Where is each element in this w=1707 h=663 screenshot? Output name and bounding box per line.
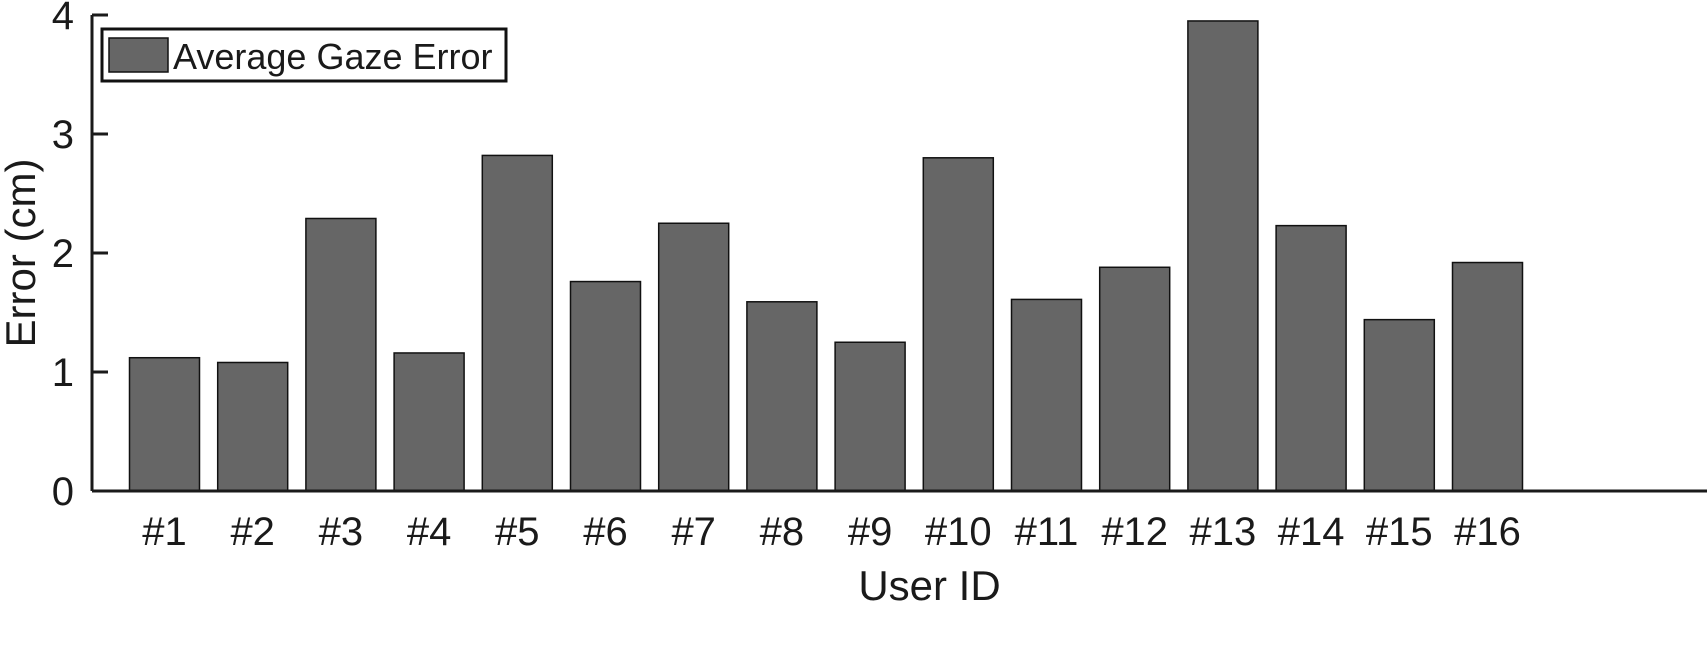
x-tick-label: #4: [407, 510, 452, 554]
bar-user-10: [922, 157, 995, 492]
legend: Average Gaze Error: [100, 27, 508, 83]
y-tick-label: 1: [52, 351, 74, 395]
bar-user-5: [481, 154, 554, 492]
bar-user-9: [834, 341, 906, 492]
x-tick-label: #6: [583, 510, 628, 554]
x-ticks: #1 #2 #3 #4 #5 #6 #7 #8 #9 #10 #11 #12 #13 #14 #15 #16: [142, 510, 1521, 554]
x-axis-title: User ID: [858, 562, 1000, 609]
bar-user-2: [216, 361, 289, 492]
bar-user-11: [1010, 298, 1083, 492]
x-tick-label: #5: [495, 510, 540, 554]
legend-label: Average Gaze Error: [173, 36, 492, 77]
bar-user-4: [393, 352, 465, 492]
x-tick-label: #2: [230, 510, 275, 554]
bar-user-1: [128, 356, 201, 492]
x-tick-label: #1: [142, 510, 187, 554]
x-tick-label: #10: [925, 510, 992, 554]
x-tick-label: #7: [671, 510, 716, 554]
x-tick-label: #9: [848, 510, 893, 554]
bar-user-13: [1187, 20, 1259, 492]
y-tick-label: 3: [52, 113, 74, 157]
y-tick-label: 4: [52, 0, 74, 38]
x-tick-label: #12: [1101, 510, 1168, 554]
bar-user-16: [1451, 261, 1524, 492]
bar-user-7: [657, 222, 730, 492]
x-tick-label: #3: [319, 510, 364, 554]
x-tick-label: #8: [760, 510, 805, 554]
x-tick-label: #11: [1015, 510, 1079, 554]
y-axis-title: Error (cm): [0, 159, 44, 348]
bar-user-3: [305, 217, 377, 492]
x-tick-label: #13: [1190, 510, 1257, 554]
y-tick-label: 0: [52, 470, 74, 514]
legend-swatch: [108, 37, 169, 73]
x-tick-label: #14: [1278, 510, 1345, 554]
y-tick-label: 2: [52, 232, 74, 276]
bars-layer: [128, 20, 1524, 492]
bar-user-8: [746, 301, 818, 492]
x-tick-label: #16: [1454, 510, 1521, 554]
bar-user-14: [1275, 224, 1347, 492]
x-tick-label: #15: [1366, 510, 1433, 554]
legend-box: [100, 27, 508, 83]
bar-user-6: [569, 280, 642, 492]
bar-user-12: [1098, 266, 1171, 492]
bar-user-15: [1363, 318, 1436, 492]
y-ticks: 0 1 2 3 4: [52, 0, 108, 514]
